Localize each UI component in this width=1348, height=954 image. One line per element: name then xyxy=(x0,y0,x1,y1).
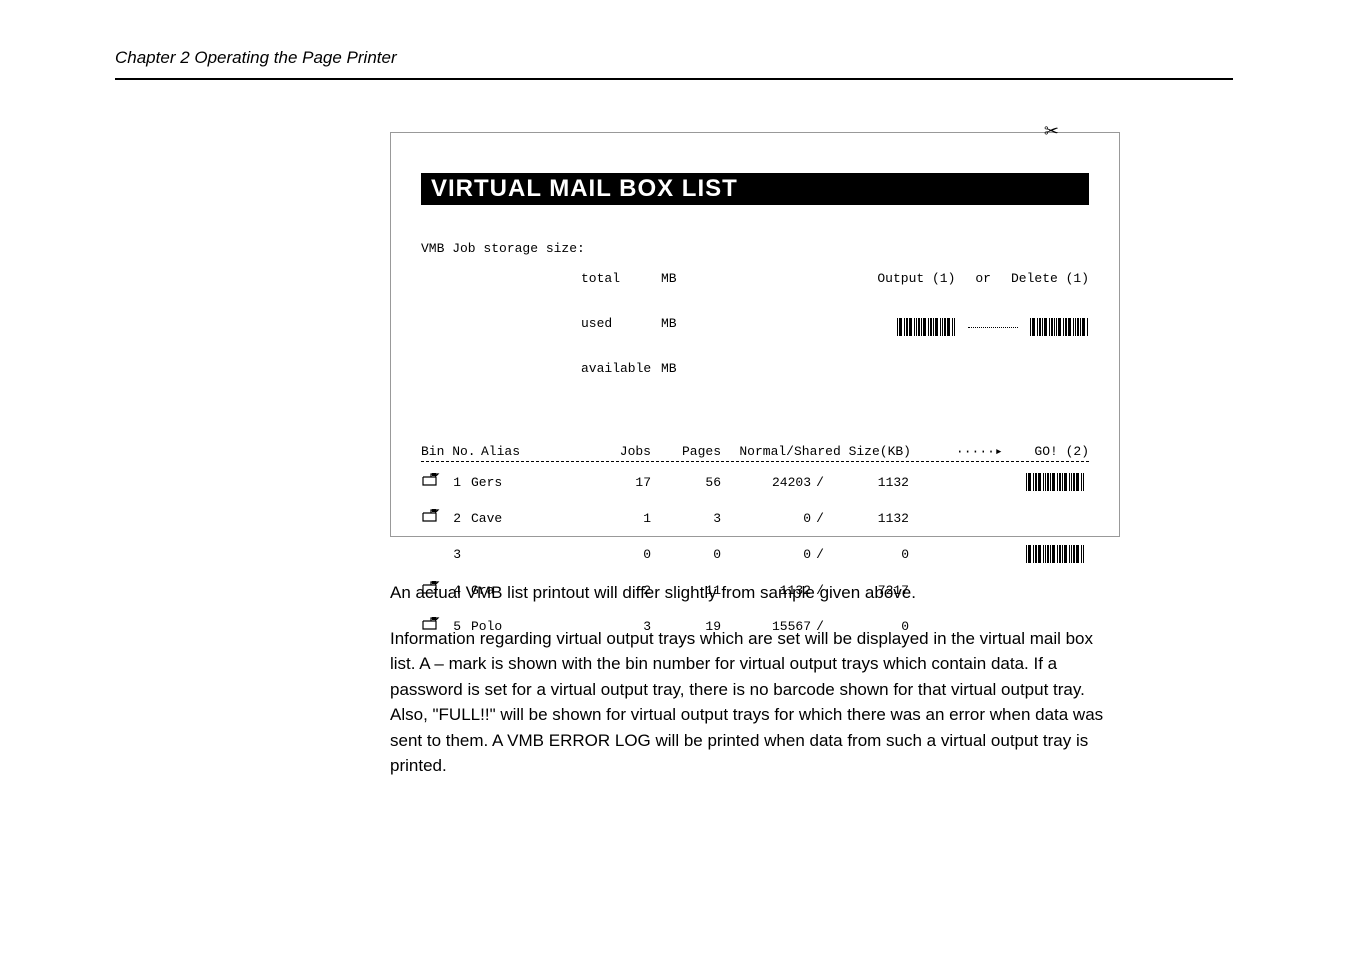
used-label: used xyxy=(581,316,661,331)
shared-size-value: 1132 xyxy=(829,511,909,526)
body-text-block: An actual VMB list printout will differ … xyxy=(390,580,1120,799)
normal-size-value: 0 xyxy=(721,547,811,562)
bin-number: 1 xyxy=(451,475,471,490)
hdr-bin-no: Bin No. xyxy=(421,444,481,459)
table-row: 3000/0 xyxy=(421,544,1089,564)
table-row: 1Gers175624203/1132 xyxy=(421,472,1089,492)
header-rule xyxy=(115,78,1233,80)
dashed-separator xyxy=(421,461,1089,462)
hdr-normal-shared: Normal/Shared Size(KB) xyxy=(721,444,911,459)
jobs-value: 1 xyxy=(571,511,651,526)
body-paragraph-1: An actual VMB list printout will differ … xyxy=(390,580,1120,606)
unit-mb-3: MB xyxy=(661,361,711,376)
printout-title-bar: VIRTUAL MAIL BOX LIST xyxy=(421,173,1089,205)
storage-label: VMB Job storage size: xyxy=(421,241,581,406)
row-barcode xyxy=(909,545,1089,563)
jobs-value: 0 xyxy=(571,547,651,562)
tray-icon xyxy=(421,473,451,491)
scissors-icon: ✂ xyxy=(1044,121,1059,142)
storage-header-block: VMB Job storage size: total used availab… xyxy=(421,211,1089,436)
pages-value: 56 xyxy=(651,475,721,490)
chapter-header: Chapter 2 Operating the Page Printer xyxy=(115,48,397,68)
pages-value: 3 xyxy=(651,511,721,526)
hdr-alias: Alias xyxy=(481,444,571,459)
body-paragraph-2: Information regarding virtual output tra… xyxy=(390,626,1120,779)
row-barcode xyxy=(909,473,1089,491)
unit-mb-1: MB xyxy=(661,271,711,286)
alias-value: Cave xyxy=(471,511,571,526)
slash-separator: / xyxy=(811,547,829,562)
shared-size-value: 1132 xyxy=(829,475,909,490)
jobs-value: 17 xyxy=(571,475,651,490)
hdr-jobs: Jobs xyxy=(571,444,651,459)
normal-size-value: 0 xyxy=(721,511,811,526)
hdr-pages: Pages xyxy=(651,444,721,459)
output-label: Output (1) xyxy=(877,271,955,286)
slash-separator: / xyxy=(811,511,829,526)
go-label: GO! (2) xyxy=(1034,444,1089,459)
or-label: or xyxy=(975,271,991,286)
table-row: 2Cave130/1132 xyxy=(421,508,1089,528)
bin-number: 2 xyxy=(451,511,471,526)
column-headers-row: Bin No. Alias Jobs Pages Normal/Shared S… xyxy=(421,444,1089,459)
slash-separator: / xyxy=(811,475,829,490)
barcode-output xyxy=(897,318,956,336)
shared-size-value: 0 xyxy=(829,547,909,562)
bin-number: 3 xyxy=(451,547,471,562)
total-label: total xyxy=(581,271,661,286)
pages-value: 0 xyxy=(651,547,721,562)
printout-sample-box: ✂ VIRTUAL MAIL BOX LIST VMB Job storage … xyxy=(390,132,1120,537)
tray-icon xyxy=(421,509,451,527)
alias-value: Gers xyxy=(471,475,571,490)
available-label: available xyxy=(581,361,661,376)
arrow-dotted: ·····▸ xyxy=(956,444,1003,459)
unit-mb-2: MB xyxy=(661,316,711,331)
dotted-connector xyxy=(968,327,1018,328)
delete-label: Delete (1) xyxy=(1011,271,1089,286)
barcode-delete xyxy=(1030,318,1089,336)
normal-size-value: 24203 xyxy=(721,475,811,490)
